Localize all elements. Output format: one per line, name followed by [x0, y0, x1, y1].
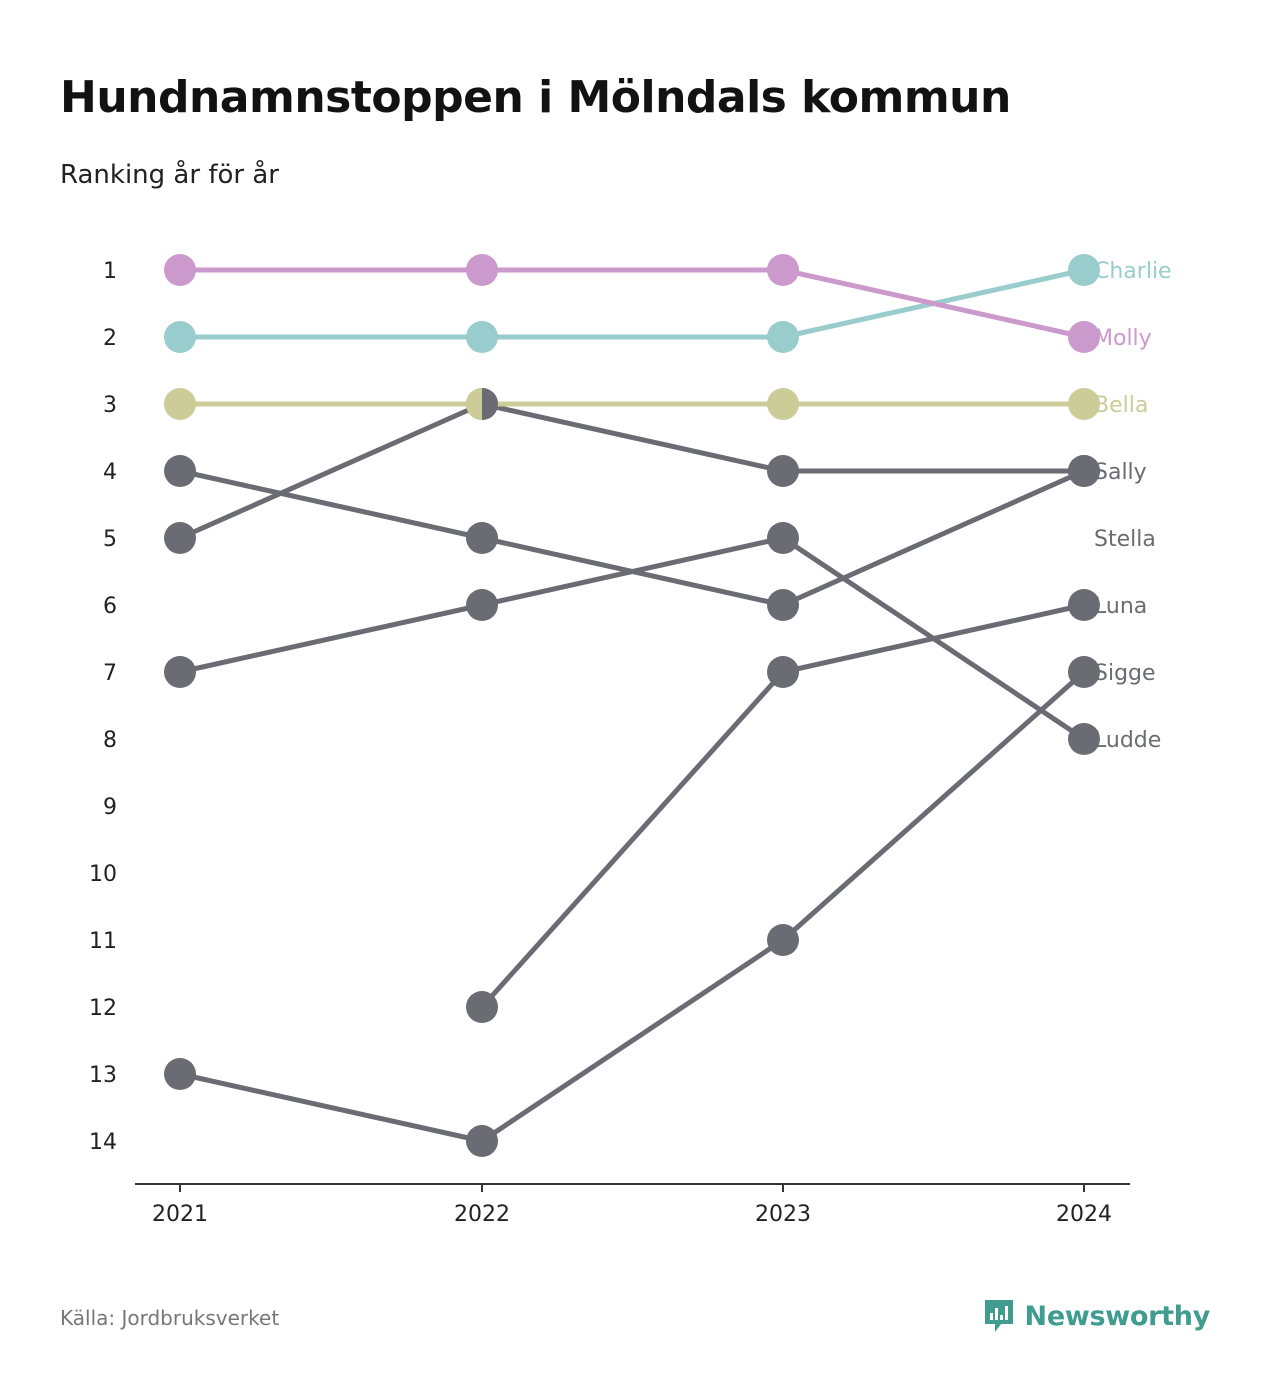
- data-point-ludde[interactable]: [767, 589, 799, 621]
- x-tick-label: 2023: [755, 1202, 811, 1227]
- y-tick-label: 2: [103, 326, 117, 351]
- series-label-luna: Luna: [1094, 594, 1147, 619]
- data-point-molly[interactable]: [1068, 321, 1100, 353]
- data-point-luna[interactable]: [767, 656, 799, 688]
- data-point-sigge[interactable]: [164, 1058, 196, 1090]
- y-tick-label: 1: [103, 259, 117, 284]
- y-tick-label: 4: [103, 460, 117, 485]
- y-tick-label: 5: [103, 527, 117, 552]
- series-line-sigge: [179, 670, 1086, 1144]
- y-tick-label: 10: [89, 862, 117, 887]
- series-lines: [178, 267, 1086, 1144]
- chart-subtitle: Ranking år för år: [60, 160, 279, 190]
- data-point-charlie[interactable]: [1068, 254, 1100, 286]
- series-label-bella: Bella: [1094, 393, 1148, 418]
- source-note: Källa: Jordbruksverket: [60, 1306, 280, 1330]
- y-tick-label: 14: [89, 1130, 117, 1155]
- data-point-bella-overlap: [466, 388, 482, 420]
- series-label-stella: Stella: [1094, 527, 1156, 552]
- data-point-bella[interactable]: [1068, 388, 1100, 420]
- data-point-stella[interactable]: [767, 522, 799, 554]
- series-label-sigge: Sigge: [1094, 661, 1156, 686]
- y-tick-label: 6: [103, 594, 117, 619]
- data-point-molly[interactable]: [466, 254, 498, 286]
- series-label-sally: Sally: [1094, 460, 1147, 485]
- series-line-stella: [179, 535, 1086, 742]
- data-point-bella[interactable]: [164, 388, 196, 420]
- data-point-luna[interactable]: [466, 991, 498, 1023]
- series-line-molly: [180, 267, 1085, 340]
- data-point-sigge[interactable]: [466, 1125, 498, 1157]
- data-point-sally-overlap: [482, 388, 498, 420]
- series-line-charlie: [180, 267, 1085, 340]
- data-point-sigge[interactable]: [1068, 656, 1100, 688]
- y-tick-label: 11: [89, 929, 117, 954]
- data-point-luna[interactable]: [1068, 589, 1100, 621]
- newsworthy-logo-icon: [984, 1300, 1013, 1332]
- series-points: [164, 254, 1100, 1157]
- y-tick-label: 8: [103, 728, 117, 753]
- newsworthy-logo-text: Newsworthy: [1024, 1300, 1211, 1332]
- data-point-ludde[interactable]: [466, 522, 498, 554]
- series-label-ludde: Ludde: [1094, 728, 1161, 753]
- data-point-ludde[interactable]: [1068, 455, 1100, 487]
- data-point-sally[interactable]: [767, 455, 799, 487]
- x-tick-label: 2022: [454, 1202, 510, 1227]
- data-point-molly[interactable]: [164, 254, 196, 286]
- series-label-charlie: Charlie: [1094, 259, 1172, 284]
- data-point-bella[interactable]: [767, 388, 799, 420]
- data-point-ludde[interactable]: [164, 455, 196, 487]
- x-tick-label: 2021: [152, 1202, 208, 1227]
- series-labels: Charlie Molly Bella Sally Stella Luna Sigge Lud…: [1094, 259, 1172, 753]
- data-point-charlie[interactable]: [164, 321, 196, 353]
- data-point-stella[interactable]: [164, 656, 196, 688]
- x-axis-ticks: 2021 2022 2023 2024: [152, 1184, 1112, 1227]
- y-tick-label: 3: [103, 393, 117, 418]
- data-point-charlie[interactable]: [767, 321, 799, 353]
- y-tick-label: 7: [103, 661, 117, 686]
- x-tick-label: 2024: [1056, 1202, 1112, 1227]
- y-tick-label: 13: [89, 1063, 117, 1088]
- series-line-sally: [178, 401, 1084, 541]
- y-tick-label: 9: [103, 795, 117, 820]
- newsworthy-logo[interactable]: Newsworthy: [983, 1298, 1210, 1334]
- data-point-stella[interactable]: [466, 589, 498, 621]
- data-point-molly[interactable]: [767, 254, 799, 286]
- chart-title: Hundnamnstoppen i Mölndals kommun: [60, 72, 1011, 123]
- data-point-sigge[interactable]: [767, 924, 799, 956]
- data-point-stella[interactable]: [1068, 723, 1100, 755]
- series-line-ludde: [179, 468, 1086, 608]
- data-point-charlie[interactable]: [466, 321, 498, 353]
- series-label-molly: Molly: [1094, 326, 1152, 351]
- y-tick-label: 12: [89, 996, 117, 1021]
- data-point-sally[interactable]: [164, 522, 196, 554]
